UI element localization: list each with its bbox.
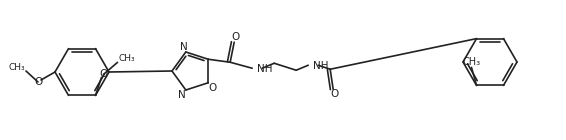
Text: CH₃: CH₃: [8, 62, 25, 72]
Text: O: O: [208, 83, 216, 93]
Text: O: O: [34, 77, 42, 87]
Text: CH₃: CH₃: [118, 54, 135, 63]
Text: N: N: [178, 90, 186, 100]
Text: NH: NH: [257, 64, 273, 74]
Text: NH: NH: [313, 61, 329, 71]
Text: CH₃: CH₃: [462, 57, 481, 67]
Text: O: O: [330, 89, 338, 99]
Text: N: N: [180, 42, 188, 52]
Text: O: O: [100, 69, 108, 79]
Text: O: O: [231, 32, 239, 42]
